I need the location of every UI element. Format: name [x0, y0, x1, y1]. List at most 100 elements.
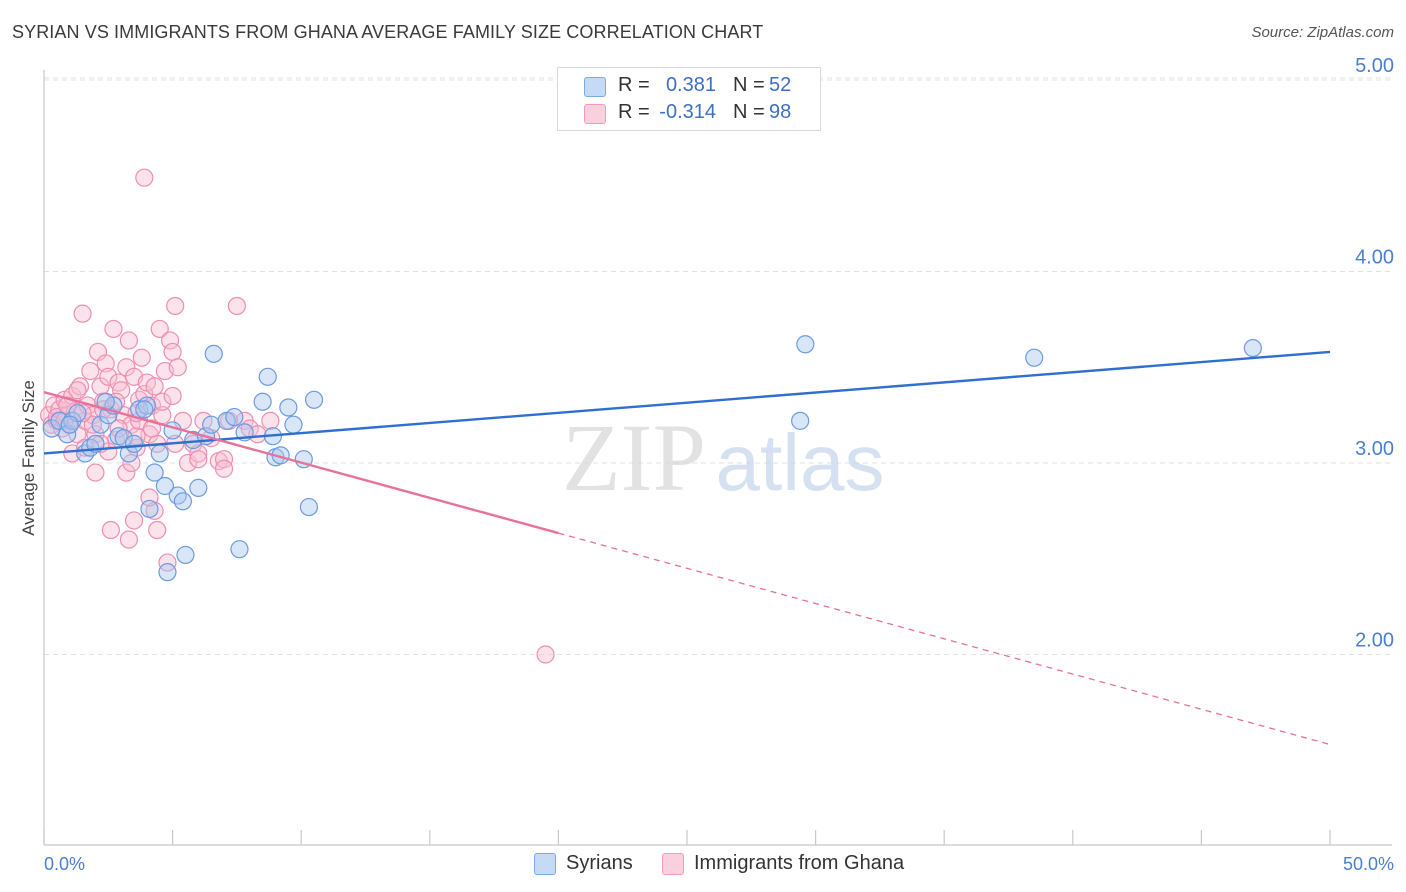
legend-r-label: R = — [618, 101, 650, 123]
syrian-point — [91, 415, 110, 434]
ghana-point — [214, 450, 234, 469]
ghana-point — [101, 520, 120, 540]
tick-labels: 2.00 3.00 4.00 5.00 0.0% 50.0% — [44, 55, 1394, 874]
series-label-syrians: Syrians — [566, 852, 633, 874]
syrian-point — [50, 411, 69, 430]
ghana-point — [81, 361, 100, 381]
syrian-point — [225, 407, 244, 427]
syrian-point — [230, 540, 249, 559]
syrian-point — [1025, 348, 1044, 367]
ghana-point — [189, 450, 208, 469]
syrians-trend-line — [43, 350, 1331, 455]
ghana-point — [112, 381, 131, 400]
syrian-point — [150, 444, 169, 463]
ghana-point — [76, 438, 95, 457]
y-tick-label: 5.00 — [1355, 55, 1394, 77]
legend-n-label: N = — [733, 101, 765, 123]
syrian-point — [284, 415, 303, 434]
series-swatch-syrians — [534, 853, 556, 875]
ghana-point — [109, 419, 128, 438]
ghana-points — [40, 168, 555, 664]
syrian-point — [189, 478, 208, 497]
ghana-point — [119, 331, 138, 350]
ghana-point — [145, 377, 164, 396]
ghana-point — [160, 331, 180, 350]
syrian-point — [258, 367, 277, 386]
correlation-legend: R = 0.381 N = 52 R = -0.314 N = 98 — [557, 67, 821, 131]
ghana-point — [68, 425, 87, 444]
y-axis-title: Average Family Size — [19, 380, 38, 536]
ghana-point — [68, 381, 87, 400]
syrian-point — [60, 415, 79, 434]
legend-swatch-syrians — [584, 77, 606, 97]
y-tick-label: 4.00 — [1355, 247, 1394, 269]
ghana-point — [104, 319, 123, 339]
x-tick-label-end: 50.0% — [1343, 854, 1394, 874]
syrian-point — [279, 398, 298, 417]
ghana-point — [536, 645, 555, 664]
x-tick-label-start: 0.0% — [44, 854, 85, 874]
ghana-point — [189, 444, 208, 463]
syrian-point — [140, 499, 159, 519]
series-swatch-ghana — [662, 853, 684, 875]
syrian-point — [1243, 339, 1262, 358]
ghana-point — [117, 358, 136, 377]
ghana-point — [124, 511, 144, 530]
ghana-point — [96, 354, 115, 373]
syrian-point — [253, 392, 272, 411]
watermark-zip: ZIP — [562, 404, 706, 511]
watermark-atlas: atlas — [716, 418, 885, 507]
ghana-point — [86, 463, 105, 482]
ghana-point — [214, 459, 234, 478]
ghana-point — [132, 348, 151, 367]
ghana-point — [99, 367, 118, 386]
ghana-point — [117, 463, 136, 482]
legend-r-value-ghana: -0.314 — [659, 101, 716, 123]
ghana-point — [150, 319, 169, 339]
syrian-point — [791, 411, 810, 430]
syrian-point — [304, 390, 324, 409]
syrian-point — [202, 415, 221, 434]
ghana-point — [168, 358, 187, 377]
ghana-point — [135, 168, 154, 187]
syrian-point — [119, 444, 138, 463]
syrian-point — [299, 497, 319, 517]
chart-title: SYRIAN VS IMMIGRANTS FROM GHANA AVERAGE … — [12, 22, 764, 42]
ghana-point — [166, 296, 185, 316]
legend-n-label: N = — [733, 74, 765, 96]
ghana-point — [148, 520, 167, 540]
syrian-point — [168, 486, 187, 505]
ghana-point — [163, 386, 182, 406]
syrian-point — [173, 492, 192, 511]
syrian-point — [135, 400, 154, 419]
syrian-point — [796, 335, 815, 354]
ghana-point — [83, 415, 102, 434]
legend-n-value-syrians: 52 — [769, 74, 792, 96]
legend-n-value-ghana: 98 — [769, 101, 792, 123]
series-label-ghana: Immigrants from Ghana — [694, 852, 905, 874]
ghana-point — [142, 419, 162, 438]
ghana-point — [158, 553, 177, 572]
ghana-point — [163, 342, 182, 362]
ghana-point — [73, 304, 92, 323]
syrian-point — [145, 463, 164, 482]
legend-r-label: R = — [618, 74, 650, 96]
ghana-point — [119, 530, 138, 549]
ghana-point — [153, 392, 172, 411]
y-tick-label: 2.00 — [1355, 630, 1394, 652]
ghana-point — [227, 296, 246, 316]
ghana-point — [261, 411, 280, 430]
syrian-point — [158, 563, 177, 582]
ghana-point — [73, 404, 92, 423]
legend-r-value-syrians: 0.381 — [665, 74, 716, 96]
source-label: Source: ZipAtlas.com — [1251, 24, 1394, 41]
axes — [43, 70, 1392, 846]
watermark: ZIP atlas — [562, 404, 884, 511]
syrian-point — [204, 344, 223, 363]
syrian-point — [163, 421, 182, 440]
series-legend: Syrians Immigrants from Ghana — [0, 852, 1406, 878]
syrian-point — [176, 545, 195, 565]
syrian-point — [155, 476, 174, 496]
trend-lines — [43, 350, 1331, 746]
